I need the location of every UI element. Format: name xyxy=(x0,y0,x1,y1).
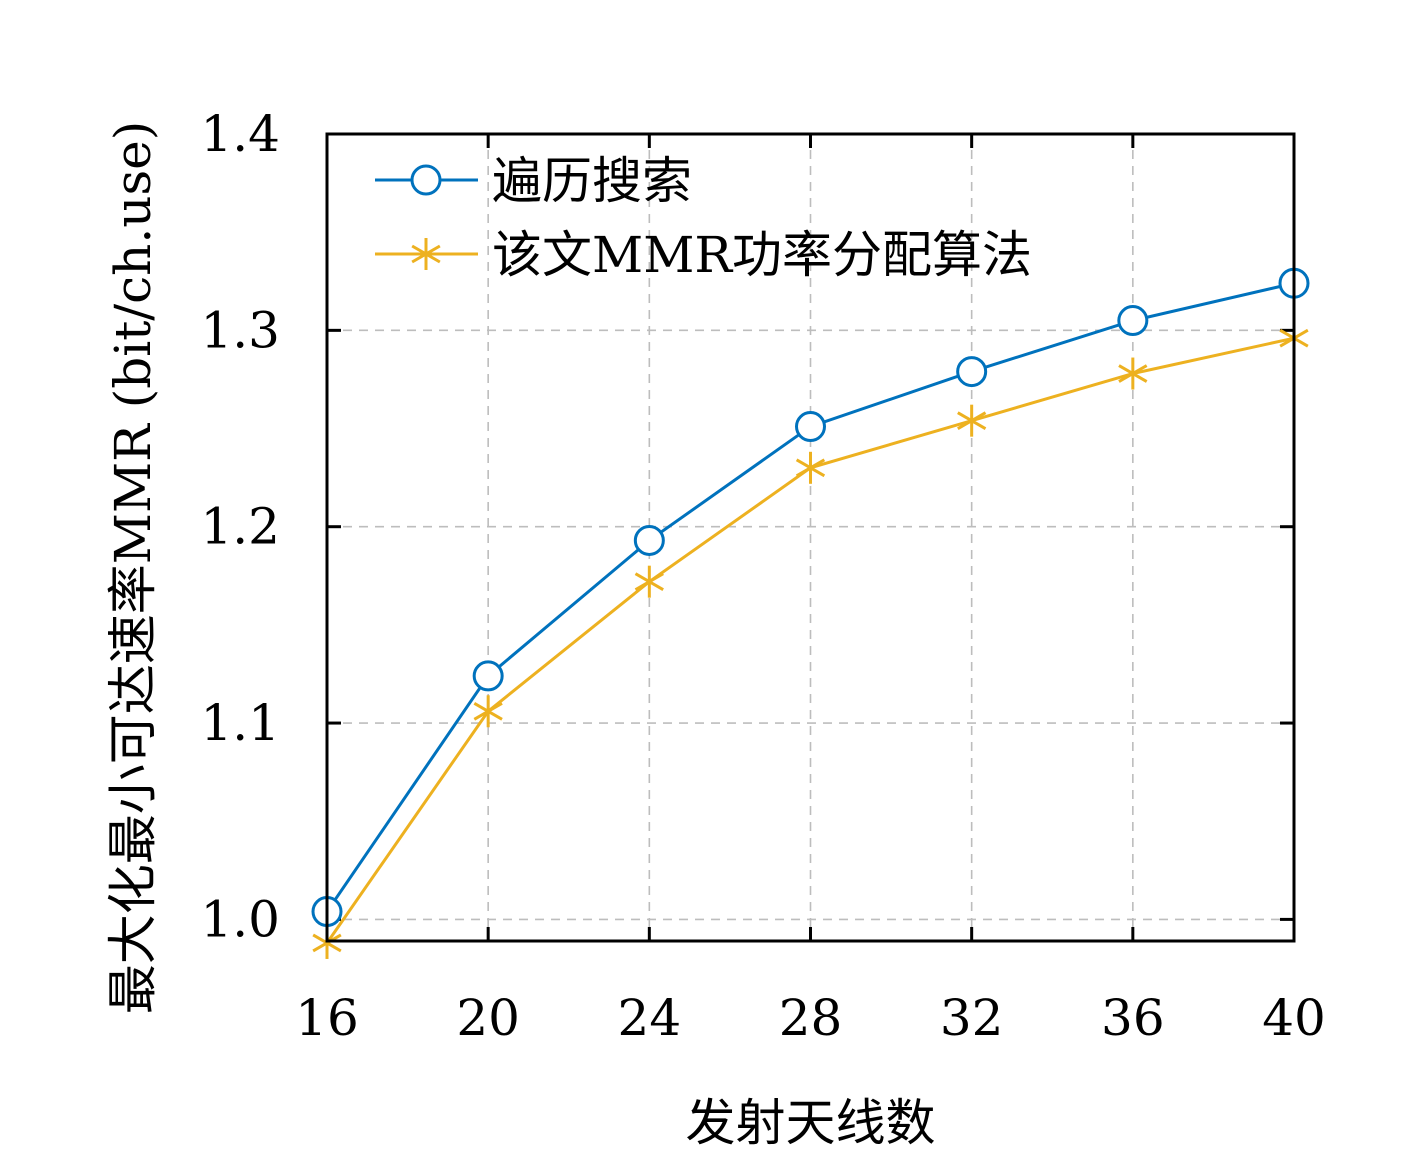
x-tick-label: 24 xyxy=(618,989,682,1047)
tick-labels: 16 20 24 28 32 36 40 1.0 1.1 1.2 1.3 1.4 xyxy=(200,105,1325,1047)
data-point xyxy=(795,451,826,484)
legend-label: 遍历搜索 xyxy=(492,152,692,210)
x-tick-label: 20 xyxy=(456,989,520,1047)
data-point xyxy=(473,695,503,728)
legend-item: 遍历搜索 xyxy=(375,152,692,210)
legend-item: 该文MMR功率分配算法 xyxy=(375,226,1032,284)
data-point xyxy=(956,356,988,388)
x-tick-label: 32 xyxy=(940,989,1004,1047)
x-tick-label: 40 xyxy=(1262,989,1326,1047)
y-axis-title: 最大化最小可达速率MMR (bit/ch.use) xyxy=(104,121,162,1014)
y-tick-label: 1.3 xyxy=(200,301,280,359)
x-tick-label: 36 xyxy=(1101,989,1165,1047)
data-point xyxy=(472,660,504,692)
plot-frame xyxy=(325,132,1296,943)
data-point xyxy=(957,404,987,437)
x-tick-label: 28 xyxy=(779,989,843,1047)
y-tick-label: 1.2 xyxy=(200,498,280,556)
x-axis-title: 发射天线数 xyxy=(686,1094,936,1152)
legend-label: 该文MMR功率分配算法 xyxy=(492,226,1032,284)
y-tick-label: 1.4 xyxy=(200,105,280,163)
data-point xyxy=(795,411,826,443)
y-tick-label: 1.1 xyxy=(200,694,280,752)
data-point xyxy=(633,524,665,556)
y-tick-label: 1.0 xyxy=(200,890,280,948)
data-point xyxy=(1117,305,1149,337)
circle-marker xyxy=(410,164,442,196)
data-point xyxy=(634,565,664,598)
asterisk-marker xyxy=(411,238,441,270)
series-2 xyxy=(312,322,1309,959)
x-tick-label: 16 xyxy=(295,989,359,1047)
data-point xyxy=(1118,357,1148,390)
